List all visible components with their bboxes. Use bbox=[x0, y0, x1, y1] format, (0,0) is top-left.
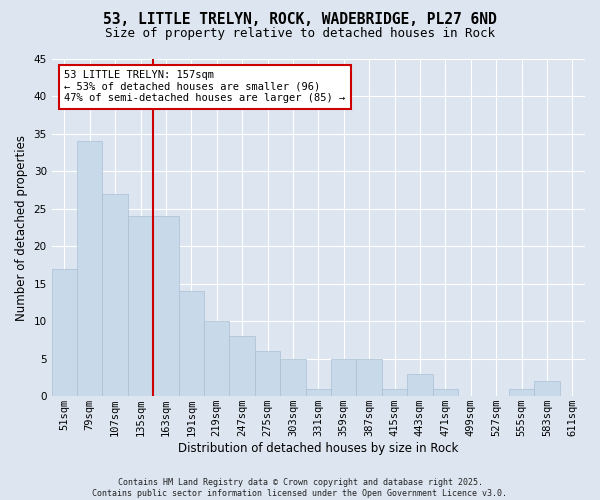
Text: 53 LITTLE TRELYN: 157sqm
← 53% of detached houses are smaller (96)
47% of semi-d: 53 LITTLE TRELYN: 157sqm ← 53% of detach… bbox=[64, 70, 346, 103]
X-axis label: Distribution of detached houses by size in Rock: Distribution of detached houses by size … bbox=[178, 442, 458, 455]
Bar bbox=[331, 358, 356, 396]
Bar bbox=[407, 374, 433, 396]
Bar bbox=[128, 216, 153, 396]
Bar bbox=[433, 388, 458, 396]
Bar bbox=[509, 388, 534, 396]
Bar bbox=[103, 194, 128, 396]
Bar bbox=[52, 269, 77, 396]
Bar bbox=[204, 321, 229, 396]
Bar bbox=[382, 388, 407, 396]
Bar bbox=[255, 351, 280, 396]
Bar bbox=[153, 216, 179, 396]
Y-axis label: Number of detached properties: Number of detached properties bbox=[15, 134, 28, 320]
Text: 53, LITTLE TRELYN, ROCK, WADEBRIDGE, PL27 6ND: 53, LITTLE TRELYN, ROCK, WADEBRIDGE, PL2… bbox=[103, 12, 497, 28]
Bar bbox=[534, 381, 560, 396]
Bar bbox=[356, 358, 382, 396]
Text: Size of property relative to detached houses in Rock: Size of property relative to detached ho… bbox=[105, 28, 495, 40]
Bar bbox=[229, 336, 255, 396]
Bar bbox=[179, 292, 204, 396]
Bar bbox=[77, 142, 103, 396]
Text: Contains HM Land Registry data © Crown copyright and database right 2025.
Contai: Contains HM Land Registry data © Crown c… bbox=[92, 478, 508, 498]
Bar bbox=[305, 388, 331, 396]
Bar bbox=[280, 358, 305, 396]
